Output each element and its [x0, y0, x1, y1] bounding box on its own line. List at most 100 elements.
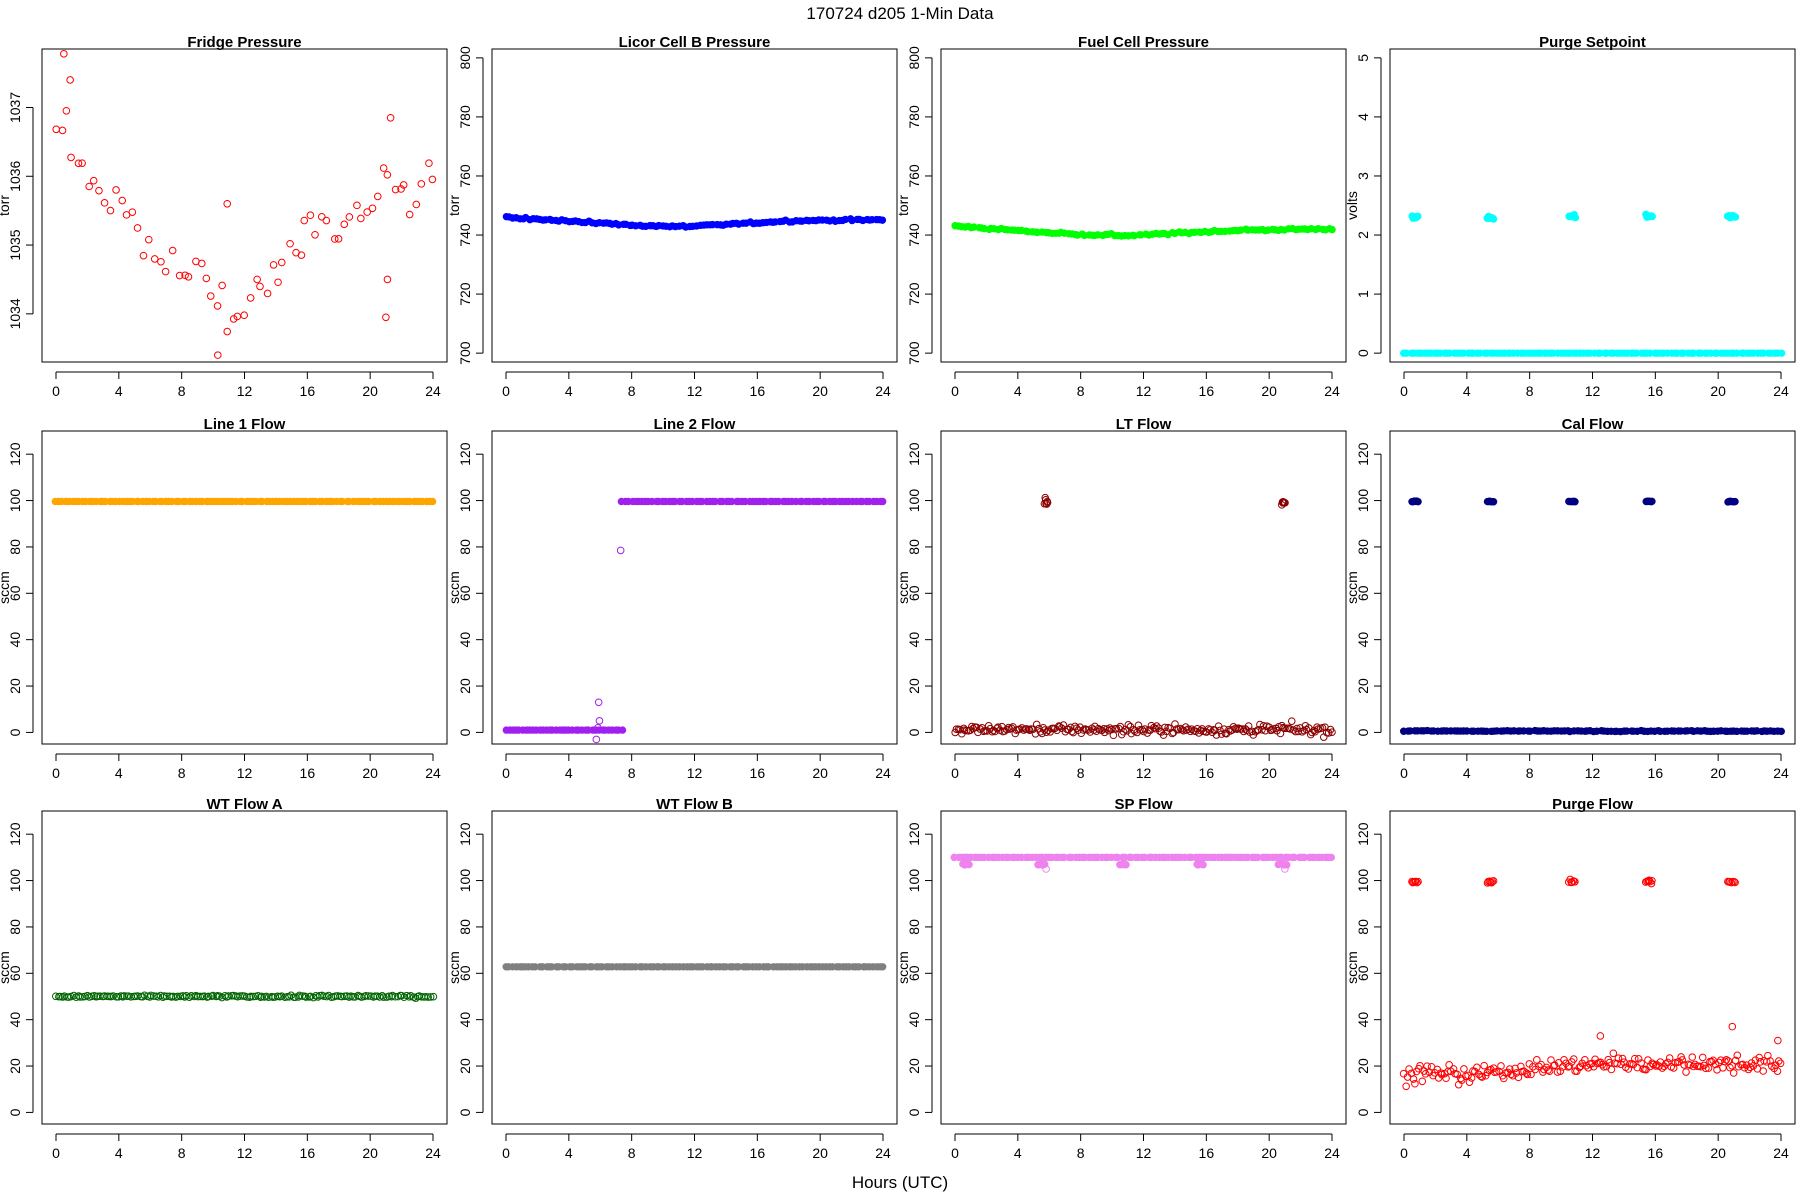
data-point	[357, 214, 365, 223]
data-point	[1545, 1067, 1554, 1075]
y-axis: 0 20 40 60 80 100 120	[906, 442, 933, 736]
x-tick-label: 0	[502, 765, 510, 781]
panel-8: Cal Flow 0 4 8 12 16 20 24 0 20 40 60 80 100 120 sccm	[1344, 416, 1796, 781]
x-tick-label: 4	[565, 1145, 573, 1161]
data-point	[383, 170, 392, 179]
data-point	[1740, 1063, 1749, 1072]
y-tick-label: 3	[1355, 172, 1371, 180]
x-tick-label: 0	[1400, 383, 1408, 399]
data-point	[106, 206, 115, 215]
data-point	[412, 200, 421, 209]
y-tick-label: 5	[1355, 54, 1371, 62]
outlier-point	[1596, 1032, 1605, 1040]
data-point	[1485, 877, 1494, 886]
x-tick-label: 24	[1324, 383, 1340, 399]
panel-title: Licor Cell B Pressure	[619, 34, 771, 51]
data-point	[1624, 1065, 1633, 1073]
data-point	[1414, 877, 1422, 886]
data-point	[340, 220, 349, 229]
x-tick-label: 4	[565, 765, 573, 781]
data-point	[428, 497, 437, 506]
data-point	[1497, 1062, 1505, 1070]
data-point	[1032, 720, 1041, 729]
data-point	[1168, 729, 1177, 738]
data-point	[150, 255, 159, 263]
data-points	[502, 497, 887, 744]
data-point	[1556, 1067, 1565, 1075]
figure-xlabel: Hours (UTC)	[852, 1173, 948, 1192]
data-point	[249, 992, 257, 1001]
x-tick-label: 16	[300, 765, 316, 781]
y-tick-label: 80	[457, 919, 473, 935]
outlier-point	[223, 199, 232, 208]
y-tick-label: 1034	[7, 298, 23, 329]
data-point	[274, 278, 282, 287]
y-tick-label: 20	[906, 1058, 922, 1074]
x-tick-label: 0	[951, 765, 959, 781]
data-point	[1283, 861, 1291, 869]
y-axis: 700 720 740 760 780 800	[457, 46, 484, 365]
data-point	[353, 201, 361, 210]
outlier-point	[1281, 865, 1289, 873]
data-point	[368, 204, 377, 213]
data-point	[1544, 1066, 1552, 1074]
y-axis-label: sccm	[1344, 571, 1360, 604]
data-point	[426, 993, 435, 1001]
y-tick-label: 80	[906, 539, 922, 555]
data-point	[1598, 1060, 1607, 1069]
x-tick-label: 4	[565, 383, 573, 399]
data-point	[1457, 1074, 1465, 1083]
plot-frame	[1389, 430, 1796, 745]
y-axis-label: torr	[0, 195, 12, 216]
data-point	[1134, 721, 1143, 730]
data-point	[1298, 727, 1306, 736]
panel-title: Line 1 Flow	[204, 416, 286, 433]
plot-frame	[491, 810, 898, 1125]
data-point	[62, 106, 71, 115]
data-point	[58, 126, 67, 135]
x-axis: 0 4 8 12 16 20 24	[52, 371, 441, 399]
data-point	[206, 292, 215, 300]
panel-title: Fuel Cell Pressure	[1078, 34, 1209, 51]
data-point	[345, 213, 354, 221]
x-tick-label: 0	[502, 1145, 510, 1161]
data-point	[109, 992, 117, 1000]
x-tick-label: 24	[875, 383, 891, 399]
data-point	[1122, 861, 1130, 869]
data-point	[1647, 879, 1656, 888]
data-point	[1665, 1054, 1674, 1062]
x-tick-label: 12	[687, 1145, 703, 1161]
data-point	[1449, 1065, 1458, 1073]
data-point	[1253, 726, 1262, 735]
y-axis: 0 20 40 60 80 100 120	[1355, 822, 1382, 1116]
data-point	[278, 992, 286, 1000]
data-point	[1744, 1065, 1753, 1074]
data-point	[1217, 730, 1226, 738]
x-tick-label: 0	[52, 765, 60, 781]
data-point	[197, 259, 206, 268]
y-axis-label: torr	[446, 195, 462, 216]
y-tick-label: 100	[457, 489, 473, 513]
outlier-point	[66, 76, 74, 84]
data-point	[1751, 1056, 1760, 1064]
x-tick-label: 12	[1585, 765, 1601, 781]
y-tick-label: 120	[457, 822, 473, 846]
y-axis: 0 20 40 60 80 100 120	[457, 822, 484, 1116]
data-point	[1522, 1069, 1531, 1077]
outlier-point	[594, 698, 603, 707]
y-tick-label: 100	[906, 869, 922, 893]
data-point	[1721, 1057, 1729, 1066]
data-point	[314, 993, 322, 1001]
data-point	[1024, 725, 1033, 734]
y-tick-label: 40	[457, 1012, 473, 1028]
y-tick-label: 700	[906, 341, 922, 365]
y-tick-label: 60	[1355, 585, 1371, 601]
outlier-point	[382, 313, 390, 322]
y-tick-label: 60	[457, 965, 473, 981]
data-point	[118, 196, 127, 205]
data-point	[1004, 723, 1013, 732]
data-point	[1465, 1078, 1474, 1086]
